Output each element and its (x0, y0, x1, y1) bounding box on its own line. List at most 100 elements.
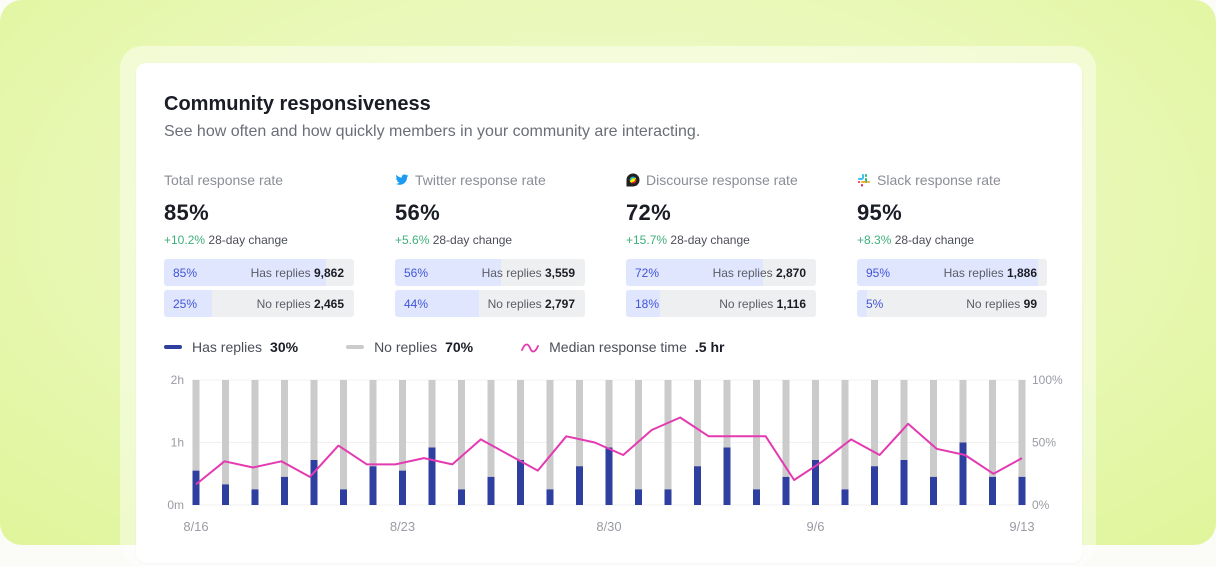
slack-icon (857, 173, 871, 187)
no-replies-bar (694, 380, 701, 467)
bar-percent: 85% (173, 266, 198, 280)
bar-label: No replies (256, 297, 311, 311)
legend-value: 30% (270, 339, 299, 355)
has-replies-bar: 56% Has replies 3,559 (395, 259, 585, 286)
bar-fill (395, 259, 502, 286)
change-value: +15.7% (626, 233, 668, 247)
stat-value: 72% (626, 200, 671, 225)
bar-count: 1,886 (1006, 266, 1037, 280)
right-tick-label: 100% (1032, 373, 1063, 387)
no-replies-bar: 25% No replies 2,465 (164, 290, 354, 317)
no-replies-bar (753, 380, 760, 490)
change-label: 28-day change (670, 233, 750, 247)
has-replies-bar (989, 476, 996, 505)
stat-label: Total response rate (164, 171, 354, 189)
stat-slack: Slack response rate 95% +8.3% 28-day cha… (857, 171, 1047, 317)
x-tick-label: 9/13 (1009, 519, 1034, 534)
bar-label: No replies (966, 297, 1021, 311)
has-replies-bar (635, 489, 642, 505)
change-value: +5.6% (395, 233, 430, 247)
no-replies-bar (959, 380, 967, 443)
bar-percent: 95% (866, 266, 891, 280)
bar-percent: 72% (635, 266, 660, 280)
bar-count: 2,465 (313, 297, 344, 311)
wave-icon (521, 341, 540, 353)
no-replies-bar (841, 380, 849, 490)
change-label: 28-day change (432, 233, 513, 247)
no-replies-bar (192, 380, 200, 471)
stat-discourse: Discourse response rate 72% +15.7% 28-da… (626, 171, 816, 317)
change-value: +10.2% (164, 233, 206, 247)
card-title: Community responsiveness (164, 93, 431, 115)
has-replies-swatch (164, 345, 182, 349)
has-replies-bar (487, 476, 495, 505)
no-replies-bar (812, 380, 819, 460)
stat-change: +5.6% 28-day change (395, 233, 585, 247)
has-replies-bar (605, 447, 613, 505)
stat-label-text: Twitter response rate (415, 172, 546, 188)
no-replies-bar (340, 380, 347, 490)
bar-label: Has replies (250, 266, 311, 280)
legend-label: Median response time (549, 339, 687, 355)
bar-percent: 18% (635, 297, 660, 311)
no-replies-bar (989, 380, 996, 477)
has-replies-bar (251, 489, 259, 505)
stat-label: Discourse response rate (626, 171, 816, 189)
has-replies-bar: 72% Has replies 2,870 (626, 259, 816, 286)
change-value: +8.3% (857, 233, 892, 247)
has-replies-bar (310, 460, 318, 505)
has-replies-bar (959, 442, 967, 505)
stat-change: +15.7% 28-day change (626, 233, 816, 247)
no-replies-bar: 18% No replies 1,116 (626, 290, 816, 317)
change-label: 28-day change (208, 233, 288, 247)
no-replies-bar (664, 380, 672, 490)
has-replies-bar: 95% Has replies 1,886 (857, 259, 1047, 286)
bar-count: 99 (1023, 297, 1037, 311)
bar-count: 2,797 (544, 297, 575, 311)
bar-percent: 44% (404, 297, 429, 311)
has-replies-bar (428, 447, 436, 505)
no-replies-bar (251, 380, 259, 490)
stat-label-text: Slack response rate (877, 172, 1001, 188)
no-replies-bar (635, 380, 642, 490)
has-replies-bar (517, 460, 524, 505)
no-replies-bar (458, 380, 465, 490)
stat-label: Slack response rate (857, 171, 1047, 189)
legend-no-replies[interactable]: No replies 70% (346, 339, 473, 355)
bar-fill (626, 259, 763, 286)
has-replies-bar: 85% Has replies 9,862 (164, 259, 354, 286)
stat-change: +10.2% 28-day change (164, 233, 354, 247)
no-replies-bar (1018, 380, 1026, 477)
no-replies-bar (782, 380, 790, 477)
legend-median[interactable]: Median response time .5 hr (521, 339, 724, 355)
bar-count: 9,862 (313, 266, 344, 280)
has-replies-bar (576, 466, 583, 505)
no-replies-bar (369, 380, 377, 467)
has-replies-bar (222, 484, 229, 505)
has-replies-bar (664, 489, 672, 505)
has-replies-bar (192, 470, 200, 505)
has-replies-bar (812, 460, 819, 505)
stat-label-text: Discourse response rate (646, 172, 798, 188)
bar-fill (857, 259, 1038, 286)
has-replies-bar (841, 489, 849, 505)
bar-percent: 5% (866, 297, 884, 311)
legend-label: No replies (374, 339, 438, 355)
bar-count: 3,559 (544, 266, 575, 280)
bar-count: 2,870 (775, 266, 806, 280)
bar-count: 1,116 (776, 297, 806, 311)
has-replies-bar (458, 489, 465, 505)
no-replies-bar (517, 380, 524, 460)
stat-value: 85% (164, 200, 209, 225)
has-replies-bar (546, 489, 554, 505)
stat-label: Twitter response rate (395, 171, 585, 189)
legend-label: Has replies (192, 339, 263, 355)
has-replies-bar (340, 489, 347, 505)
left-tick-label: 0m (167, 498, 184, 512)
right-tick-label: 0% (1032, 498, 1050, 512)
stat-value: 95% (857, 200, 902, 225)
discourse-icon (626, 173, 640, 187)
no-replies-bar (399, 380, 406, 471)
bar-label: Has replies (481, 266, 542, 280)
legend-has-replies[interactable]: Has replies 30% (164, 339, 298, 355)
